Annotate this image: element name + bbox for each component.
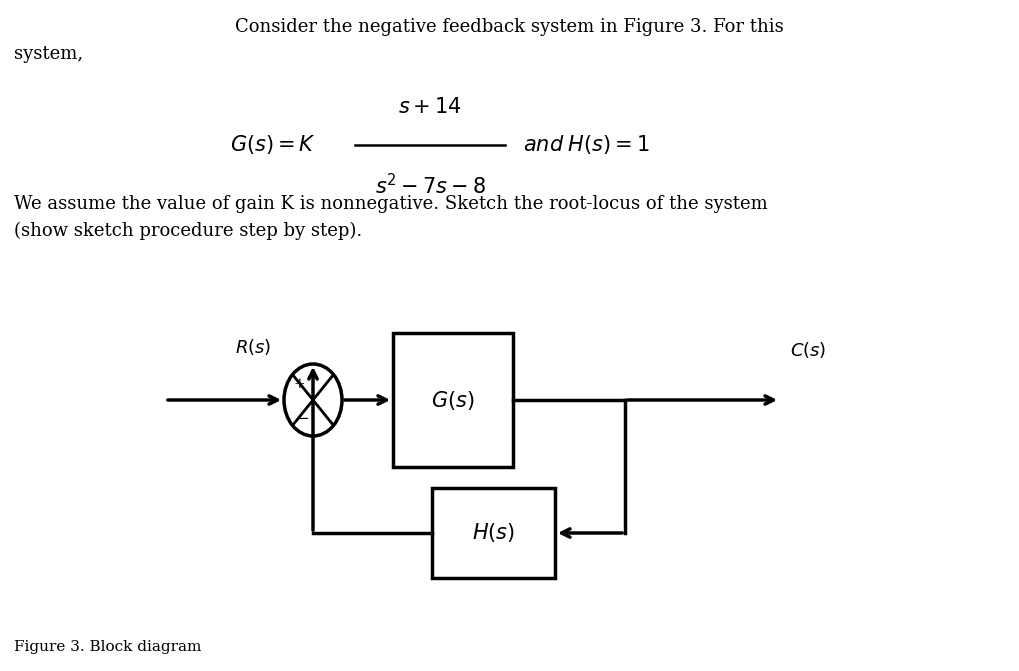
Text: $\mathit{and}\;\mathit{H(s)} = 1$: $\mathit{and}\;\mathit{H(s)} = 1$ [523,134,650,156]
Text: $\mathit{C(s)}$: $\mathit{C(s)}$ [790,340,826,360]
Text: (show sketch procedure step by step).: (show sketch procedure step by step). [14,222,362,240]
Text: $\mathit{R(s)}$: $\mathit{R(s)}$ [234,337,271,357]
Text: We assume the value of gain K is nonnegative. Sketch the root-locus of the syste: We assume the value of gain K is nonnega… [14,195,767,213]
Text: $\mathit{s}^2 - 7\mathit{s} - 8$: $\mathit{s}^2 - 7\mathit{s} - 8$ [375,173,485,198]
Bar [393,333,513,467]
Text: Figure 3. Block diagram: Figure 3. Block diagram [14,640,202,654]
Bar [432,488,555,578]
Text: $\mathit{G(s)}$: $\mathit{G(s)}$ [431,389,475,411]
Text: $\mathit{G(s)} = \mathit{K}$: $\mathit{G(s)} = \mathit{K}$ [230,134,316,156]
Text: system,: system, [14,45,84,63]
Text: $\mathit{s} + 14$: $\mathit{s} + 14$ [398,97,462,117]
Text: $-$: $-$ [297,410,310,424]
Text: +: + [293,377,305,391]
Text: $\mathit{H(s)}$: $\mathit{H(s)}$ [472,521,515,544]
Text: Consider the negative feedback system in Figure 3. For this: Consider the negative feedback system in… [234,18,784,36]
